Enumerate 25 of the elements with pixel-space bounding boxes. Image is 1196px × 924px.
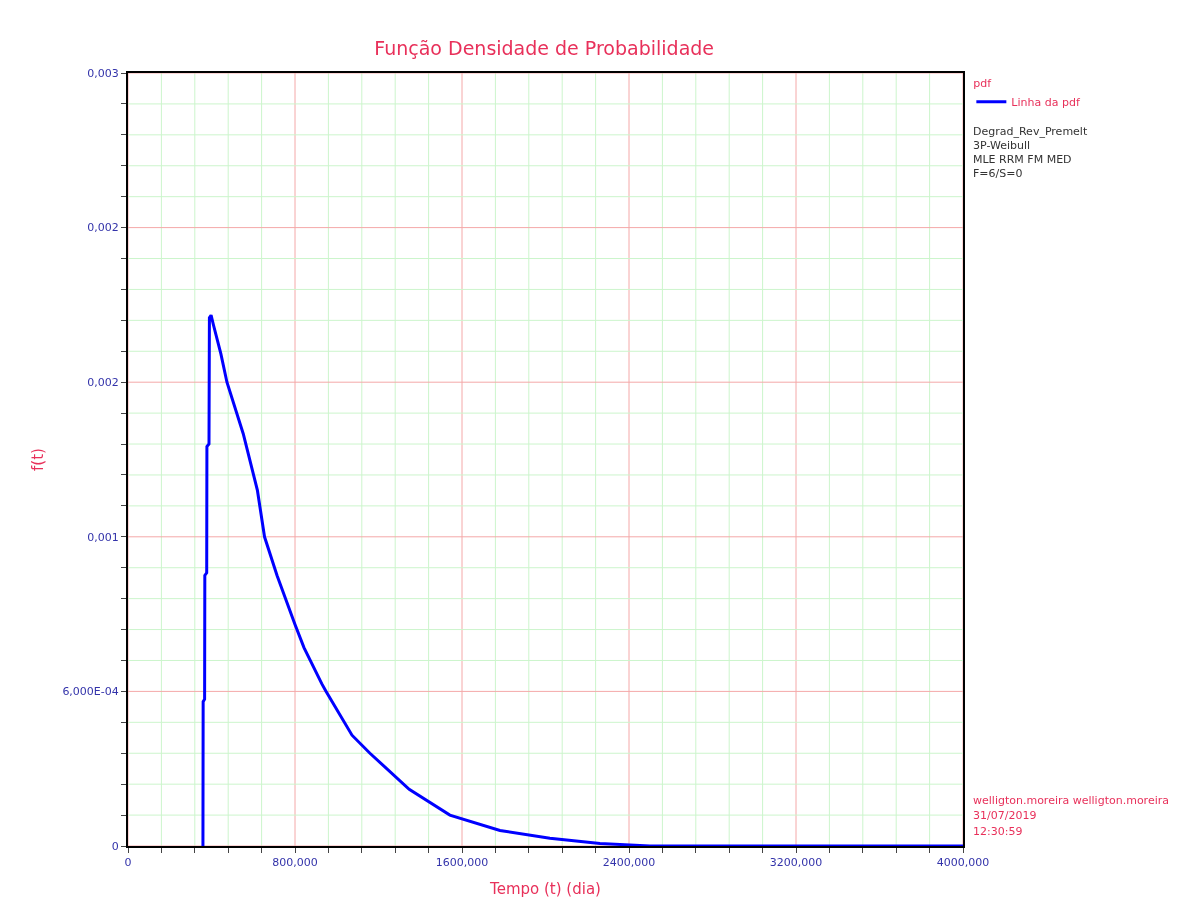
y-tick-label: 0,003 — [87, 66, 119, 80]
x-tick-label: 4000,000 — [936, 856, 990, 870]
text: welligton.moreira welligton.moreira — [973, 794, 1169, 807]
y-tick-label: 0,002 — [87, 376, 119, 390]
x-tick-label: 0 — [124, 856, 132, 870]
x-axis-title: Tempo (t) (dia) — [489, 879, 601, 898]
y-tick-label: 0,002 — [87, 221, 119, 235]
y-tick-label: 0,001 — [87, 530, 119, 544]
text: MLE RRM FM MED — [973, 153, 1072, 166]
line-series — [201, 313, 963, 846]
text: F=6/S=0 — [973, 167, 1023, 180]
legend-label: Linha da pdf — [1011, 96, 1081, 110]
text: 3P-Weibull — [973, 139, 1031, 152]
y-axis-title: f(t) — [29, 448, 48, 471]
x-tick-label: 3200,000 — [769, 856, 823, 870]
legend-title: pdf — [973, 77, 993, 91]
y-tick-label: 6,000E-04 — [62, 685, 119, 699]
text: 31/07/2019 — [973, 809, 1037, 822]
x-tick-label: 800,000 — [272, 856, 318, 870]
text: 12:30:59 — [973, 825, 1023, 838]
text: Degrad_Rev_Premelt — [973, 125, 1088, 138]
chart-title: Função Densidade de Probabilidade — [374, 36, 715, 59]
x-tick-label: 2400,000 — [602, 856, 656, 870]
x-tick-label: 1600,000 — [435, 856, 489, 870]
y-tick-label: 0 — [111, 839, 119, 853]
